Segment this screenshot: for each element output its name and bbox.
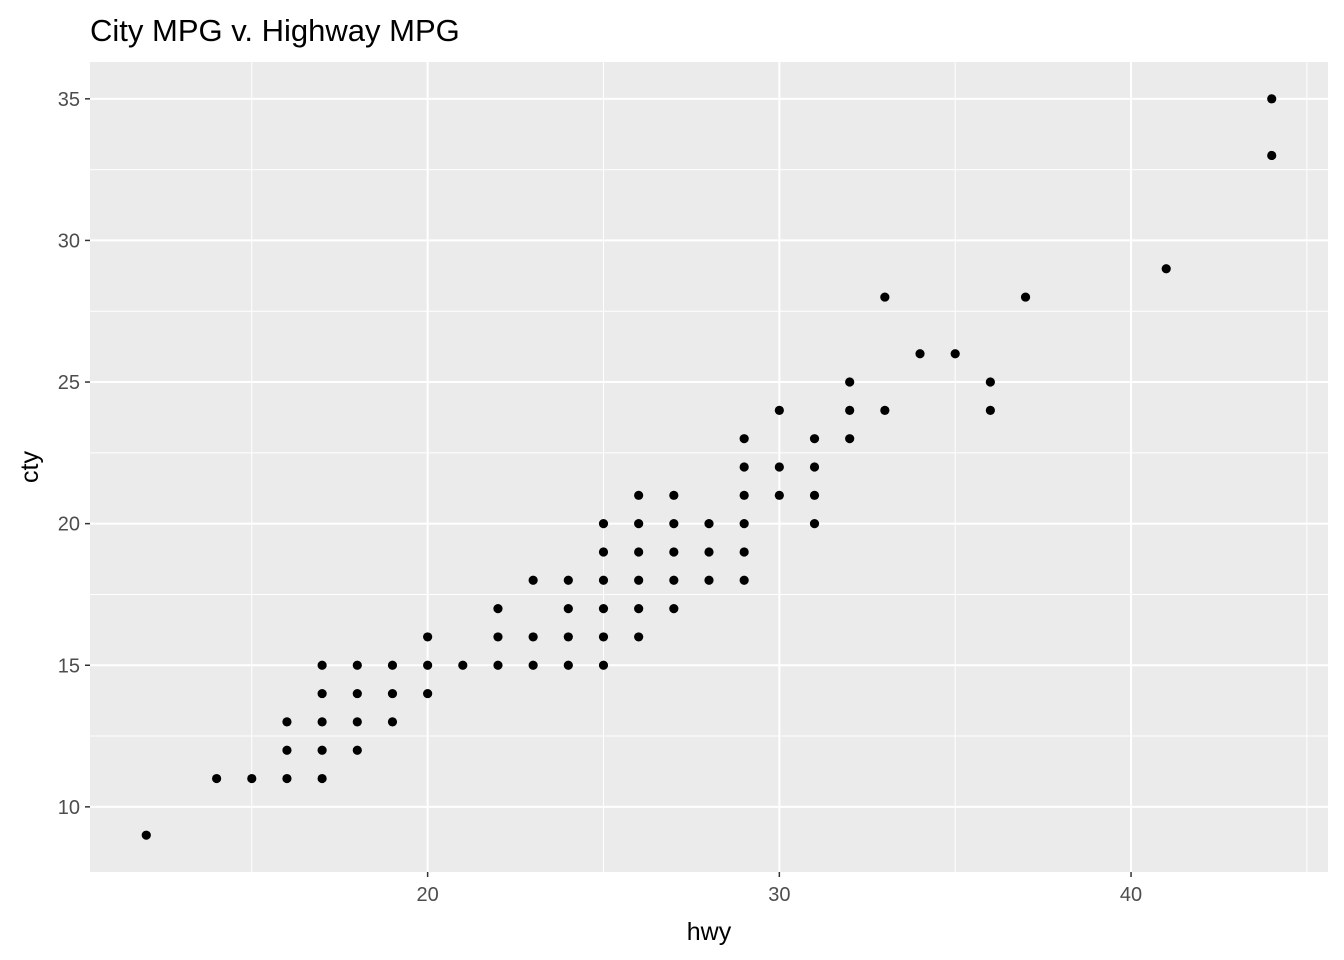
y-tick-label: 35 — [58, 89, 80, 111]
data-point — [247, 773, 257, 784]
data-point — [493, 632, 503, 642]
y-tick-label: 10 — [58, 797, 80, 819]
data-point — [774, 490, 784, 500]
data-point — [669, 575, 679, 585]
chart-title: City MPG v. Highway MPG — [90, 13, 460, 48]
data-point — [458, 660, 468, 670]
data-point — [282, 773, 292, 784]
data-point — [563, 575, 573, 585]
data-point — [352, 660, 362, 670]
data-point — [634, 490, 644, 500]
data-point — [809, 434, 820, 444]
data-point — [669, 547, 679, 557]
x-tick-label: 20 — [417, 884, 439, 906]
data-point — [845, 434, 855, 444]
data-point — [669, 519, 679, 529]
x-tick-label: 40 — [1120, 884, 1142, 906]
data-point — [598, 604, 609, 614]
y-axis-ticks: 10 15 20 25 30 35 — [58, 89, 90, 819]
data-point — [598, 519, 609, 529]
data-point — [1161, 264, 1171, 274]
data-point — [739, 490, 749, 500]
data-point — [880, 405, 890, 415]
data-point — [669, 490, 679, 500]
minor-gridlines — [90, 62, 1328, 872]
data-point — [985, 377, 995, 387]
y-tick-label: 15 — [58, 655, 80, 677]
data-point — [563, 604, 573, 614]
data-point — [493, 604, 503, 614]
data-point — [739, 575, 749, 585]
data-point — [528, 575, 538, 585]
data-point — [845, 377, 855, 387]
data-points — [141, 94, 1277, 840]
data-point — [598, 575, 609, 585]
data-point — [845, 405, 855, 415]
data-point — [423, 632, 433, 642]
y-tick-label: 20 — [58, 514, 80, 536]
data-point — [352, 717, 362, 727]
data-point — [1267, 94, 1277, 104]
data-point — [1020, 292, 1031, 302]
data-point — [809, 519, 820, 529]
data-point — [423, 660, 433, 670]
data-point — [317, 773, 327, 784]
data-point — [528, 660, 538, 670]
data-point — [634, 547, 644, 557]
data-point — [387, 660, 398, 670]
data-point — [387, 717, 398, 727]
data-point — [423, 688, 433, 699]
data-point — [352, 745, 362, 755]
data-point — [739, 434, 749, 444]
data-point — [985, 405, 995, 415]
data-point — [704, 575, 714, 585]
data-point — [704, 519, 714, 529]
data-point — [669, 604, 679, 614]
data-point — [950, 349, 960, 359]
x-axis-ticks: 20 30 40 — [417, 872, 1142, 906]
data-point — [739, 519, 749, 529]
data-point — [598, 547, 609, 557]
data-point — [1267, 150, 1277, 161]
data-point — [563, 632, 573, 642]
data-point — [634, 604, 644, 614]
data-point — [493, 660, 503, 670]
y-tick-label: 25 — [58, 372, 80, 394]
x-axis-title: hwy — [687, 918, 732, 946]
data-point — [739, 462, 749, 472]
data-point — [528, 632, 538, 642]
data-point — [317, 717, 327, 727]
data-point — [212, 773, 222, 784]
data-point — [282, 717, 292, 727]
data-point — [282, 745, 292, 755]
data-point — [317, 745, 327, 755]
data-point — [634, 519, 644, 529]
data-point — [739, 547, 749, 557]
y-axis-title: cty — [16, 451, 44, 483]
data-point — [141, 830, 151, 840]
y-tick-label: 30 — [58, 230, 80, 252]
data-point — [317, 660, 327, 670]
data-point — [387, 688, 398, 699]
data-point — [809, 490, 820, 500]
data-point — [809, 462, 820, 472]
data-point — [634, 632, 644, 642]
major-gridlines — [90, 62, 1328, 872]
data-point — [774, 462, 784, 472]
data-point — [634, 575, 644, 585]
data-point — [598, 632, 609, 642]
data-point — [774, 405, 784, 415]
data-point — [704, 547, 714, 557]
plot-panel — [90, 62, 1328, 872]
data-point — [598, 660, 609, 670]
data-point — [880, 292, 890, 302]
x-tick-label: 30 — [768, 884, 790, 906]
data-point — [563, 660, 573, 670]
data-point — [352, 688, 362, 699]
data-point — [915, 349, 925, 359]
data-point — [317, 688, 327, 699]
